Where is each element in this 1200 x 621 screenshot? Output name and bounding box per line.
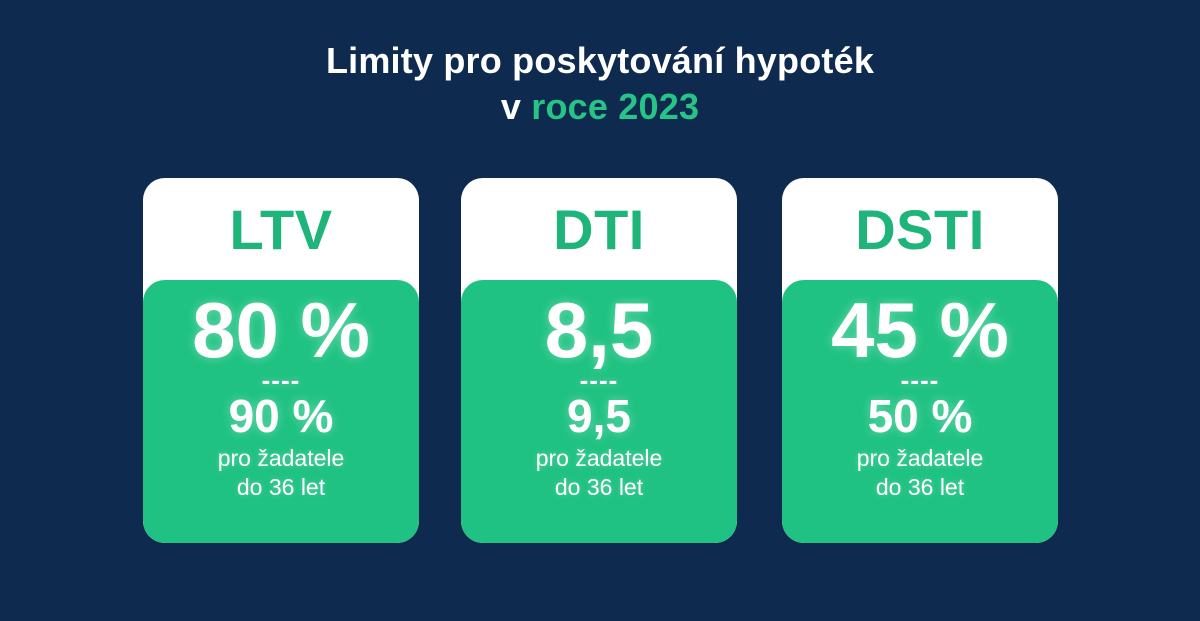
young-applicant-note: pro žadatele do 36 let bbox=[461, 444, 737, 502]
young-applicant-value: 9,5 bbox=[567, 390, 631, 442]
note-line-1: pro žadatele bbox=[217, 445, 345, 471]
note-line-1: pro žadatele bbox=[856, 445, 984, 471]
card-body: 8,5 ---- 9,5 pro žadatele do 36 let bbox=[461, 280, 737, 543]
young-applicant-value: 90 % bbox=[228, 390, 334, 442]
card-body: 80 % ---- 90 % pro žadatele do 36 let bbox=[143, 280, 419, 543]
note-line-2: do 36 let bbox=[236, 474, 326, 500]
title-line-2: v roce 2023 bbox=[0, 84, 1200, 130]
young-applicant-note: pro žadatele do 36 let bbox=[782, 444, 1058, 502]
note-line-1: pro žadatele bbox=[535, 445, 663, 471]
title-accent: roce 2023 bbox=[531, 86, 700, 127]
young-applicant-note: pro žadatele do 36 let bbox=[143, 444, 419, 502]
main-value: 45 % bbox=[831, 286, 1009, 374]
card-body: 45 % ---- 50 % pro žadatele do 36 let bbox=[782, 280, 1058, 543]
value-separator: ---- bbox=[900, 365, 940, 395]
card-label: DSTI bbox=[855, 197, 985, 261]
main-value: 8,5 bbox=[544, 286, 654, 374]
card-ltv: LTV 80 % ---- 90 % pro žadatele do 36 le… bbox=[143, 178, 419, 543]
main-value: 80 % bbox=[192, 286, 370, 374]
value-separator: ---- bbox=[261, 365, 301, 395]
title-prefix: v bbox=[500, 86, 532, 127]
card-label: LTV bbox=[229, 197, 333, 261]
card-dsti: DSTI 45 % ---- 50 % pro žadatele do 36 l… bbox=[782, 178, 1058, 543]
note-line-2: do 36 let bbox=[875, 474, 965, 500]
limit-cards: LTV 80 % ---- 90 % pro žadatele do 36 le… bbox=[0, 178, 1200, 543]
title-line-1: Limity pro poskytování hypoték bbox=[325, 40, 875, 81]
value-separator: ---- bbox=[579, 365, 619, 395]
note-line-2: do 36 let bbox=[554, 474, 644, 500]
young-applicant-value: 50 % bbox=[867, 390, 973, 442]
card-label: DTI bbox=[553, 197, 645, 261]
card-dti: DTI 8,5 ---- 9,5 pro žadatele do 36 let bbox=[461, 178, 737, 543]
page-title: Limity pro poskytování hypoték v roce 20… bbox=[0, 38, 1200, 130]
